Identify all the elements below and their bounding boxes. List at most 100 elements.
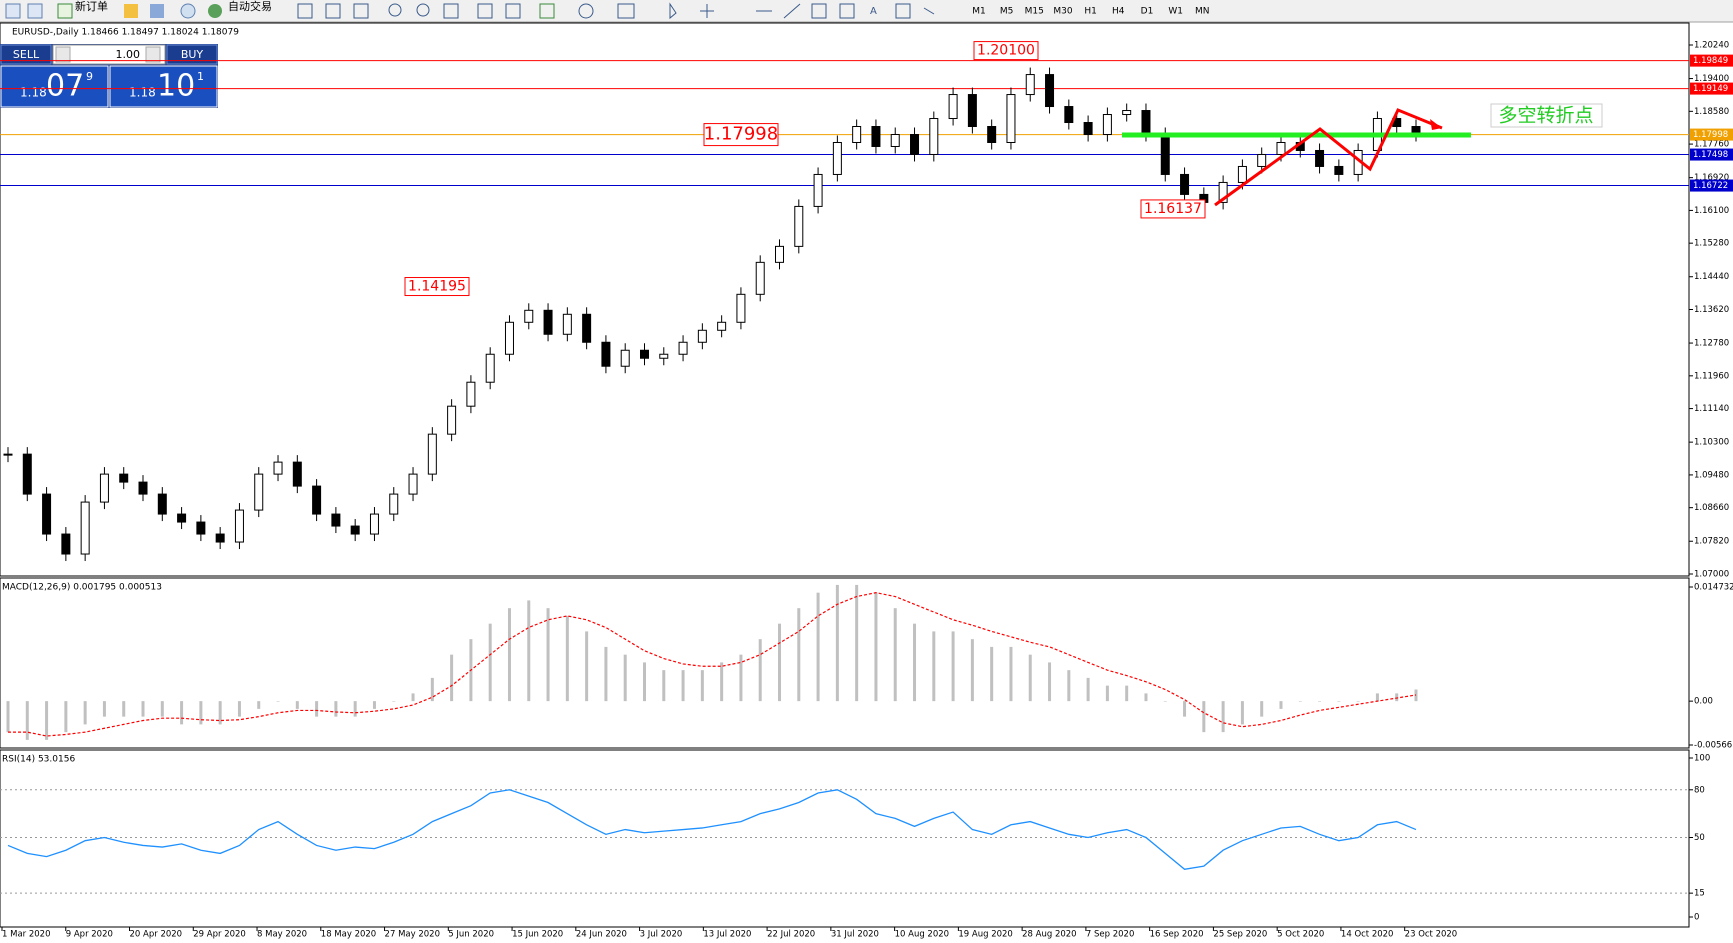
candle-body <box>369 513 379 535</box>
macd-bar <box>1144 693 1148 702</box>
macd-bar <box>83 701 87 725</box>
candle-body <box>697 329 707 343</box>
buy-button[interactable] <box>166 44 218 65</box>
timeframe-button[interactable]: H1 <box>1084 7 1097 17</box>
sell-price-box[interactable] <box>0 65 109 108</box>
price-annotation: 1.14195 <box>408 279 466 295</box>
x-tick-label: 19 Aug 2020 <box>958 930 1012 940</box>
candle-body <box>447 405 457 435</box>
x-tick-label: 5 Jun 2020 <box>448 930 494 940</box>
toolbar-icon[interactable] <box>27 3 43 19</box>
macd-bar <box>1356 701 1360 702</box>
level-tag <box>1690 82 1733 95</box>
timeframe-button[interactable]: M15 <box>1025 7 1044 17</box>
timeframe-button[interactable]: MN <box>1195 7 1210 17</box>
rsi-line <box>7 789 1417 870</box>
macd-bar <box>1260 701 1264 717</box>
candle-body <box>1122 110 1132 116</box>
candle-body <box>1180 173 1190 195</box>
trend-arrow <box>1214 108 1443 207</box>
svg-text:A: A <box>870 6 877 17</box>
macd-bar <box>1298 701 1302 702</box>
macd-title: MACD(12,26,9) 0.001795 0.000513 <box>2 583 162 593</box>
macd-bar <box>662 670 666 702</box>
x-tick-label: 18 May 2020 <box>321 930 376 940</box>
lot-decrease[interactable] <box>55 46 71 63</box>
lot-value[interactable]: 1.00 <box>116 48 141 61</box>
macd-bar <box>507 608 511 702</box>
auto-trading-icon[interactable] <box>208 4 222 18</box>
y-tick-label: 0 <box>1694 913 1699 923</box>
macd-bar <box>913 623 917 702</box>
candle-body <box>1025 74 1035 96</box>
macd-bar <box>1009 646 1013 702</box>
candle-body <box>1237 165 1247 183</box>
macd-signal <box>8 592 1417 737</box>
candle-body <box>157 493 167 515</box>
lot-input[interactable] <box>52 44 166 65</box>
candle-body <box>582 313 592 343</box>
candle-body <box>1315 149 1325 167</box>
timeframe-button[interactable]: W1 <box>1168 7 1183 17</box>
timeframe-button[interactable]: M1 <box>972 7 986 17</box>
candle-body <box>543 309 553 335</box>
candle-body <box>234 509 244 543</box>
toolbar-icon[interactable] <box>150 4 164 18</box>
timeframe-button[interactable]: D1 <box>1141 7 1154 17</box>
macd-bar <box>257 701 261 709</box>
auto-trading-button[interactable]: 自动交易 <box>228 0 272 13</box>
level-tag-label: 1.17498 <box>1693 150 1728 160</box>
timeframe-button[interactable]: M30 <box>1053 7 1072 17</box>
x-tick-label: 16 Sep 2020 <box>1150 930 1204 940</box>
timeframe-button[interactable]: M5 <box>1000 7 1014 17</box>
macd-panel <box>0 577 1690 749</box>
candle-body <box>504 321 514 355</box>
sell-price-pips: 07 <box>46 69 84 104</box>
sell-label[interactable]: SELL <box>13 48 40 61</box>
toolbar-icon[interactable] <box>124 4 138 18</box>
candle-body <box>177 513 187 523</box>
x-tick-label: 22 Jul 2020 <box>767 930 815 940</box>
buy-price-box[interactable] <box>109 65 218 108</box>
macd-bar <box>237 701 241 717</box>
chart-header: EURUSD-,Daily 1.18466 1.18497 1.18024 1.… <box>12 28 239 38</box>
x-tick-label: 14 Oct 2020 <box>1341 930 1394 940</box>
candle-body <box>138 481 148 495</box>
timeframe-button[interactable]: H4 <box>1112 7 1125 17</box>
macd-bar <box>1240 701 1244 725</box>
candle-body <box>910 133 920 155</box>
pivot-note: 多空转折点 <box>1498 105 1593 127</box>
macd-bar <box>642 662 646 702</box>
buy-label[interactable]: BUY <box>181 48 204 61</box>
macd-bar <box>720 662 724 702</box>
sell-price-fraction: 9 <box>86 70 93 83</box>
new-order-button[interactable]: 新订单 <box>75 0 108 13</box>
candle-body <box>196 521 206 535</box>
toolbar-tools[interactable]: A <box>297 2 935 20</box>
level-tag-label: 1.19849 <box>1693 56 1728 66</box>
x-tick-label: 10 Aug 2020 <box>895 930 949 940</box>
candle-body <box>389 493 399 515</box>
toolbar-icon[interactable] <box>180 3 196 19</box>
candle-body <box>1218 181 1228 203</box>
macd-bar <box>372 701 376 709</box>
x-tick-label: 9 Apr 2020 <box>66 930 113 940</box>
lot-increase[interactable] <box>145 46 161 63</box>
candle-body <box>273 461 283 475</box>
macd-bar <box>392 701 396 702</box>
y-tick-label: 1.14440 <box>1694 272 1729 282</box>
rsi-title: RSI(14) 53.0156 <box>2 755 75 765</box>
candle-body <box>466 381 476 407</box>
candle-body <box>119 473 129 483</box>
macd-bar <box>565 615 569 702</box>
candle-body <box>3 453 13 456</box>
candle-body <box>755 261 765 295</box>
y-tick-label: 0.014732 <box>1694 583 1733 593</box>
new-order-icon[interactable] <box>57 3 73 19</box>
toolbar-icon[interactable] <box>5 3 21 19</box>
sell-button[interactable] <box>0 44 52 65</box>
y-tick-label: 1.20240 <box>1694 41 1729 51</box>
x-tick-label: 8 May 2020 <box>257 930 307 940</box>
